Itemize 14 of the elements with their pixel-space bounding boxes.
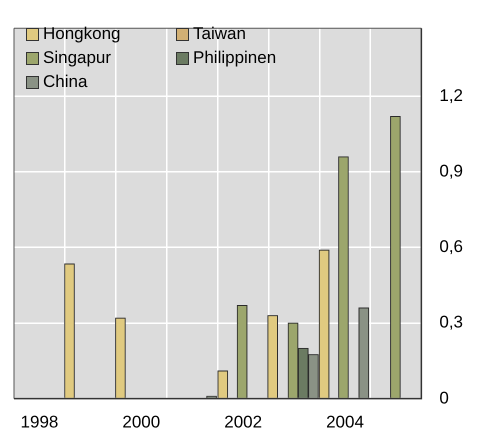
- y-tick-label: 0,3: [439, 312, 464, 332]
- y-tick-label: 0: [439, 388, 449, 408]
- legend-label: Singapur: [43, 48, 112, 68]
- x-tick-label: 2000: [122, 412, 160, 432]
- y-tick-label: 0,9: [439, 162, 464, 181]
- legend-label: Philippinen: [193, 48, 276, 68]
- y-tick-label: 0,6: [439, 237, 464, 256]
- x-tick-label: 2004: [326, 412, 364, 432]
- legend-label: Taiwan: [193, 24, 246, 44]
- legend-label: Hongkong: [43, 24, 121, 44]
- legend-label: China: [43, 72, 88, 92]
- x-tick-label: 2002: [224, 412, 262, 432]
- y-tick-label: 1,2: [439, 86, 464, 105]
- x-tick-label: 1998: [20, 412, 58, 432]
